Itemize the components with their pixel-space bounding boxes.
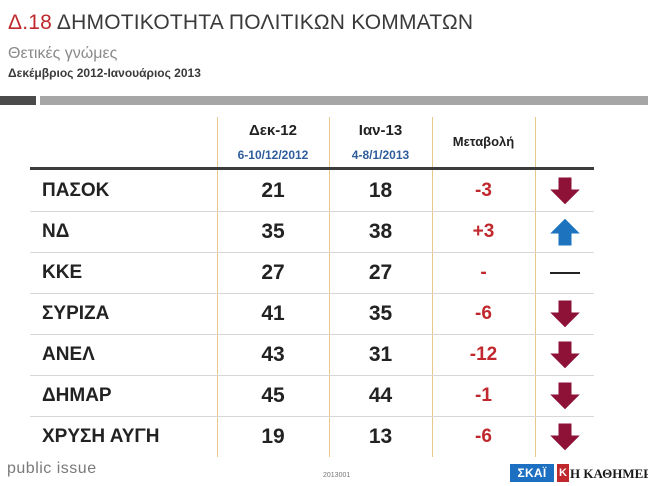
table-row: ΧΡΥΣΗ ΑΥΓΗ 19 13 -6 bbox=[30, 416, 594, 457]
column-dates-jan: 4-8/1/2013 bbox=[351, 148, 410, 162]
table-row: ΑΝΕΛ 43 31 -12 bbox=[30, 334, 594, 375]
row-divider bbox=[30, 293, 594, 294]
kathimerini-logo: Η ΚΑΘΗΜΕΡΙΝΗ bbox=[570, 466, 648, 481]
dec-value: 45 bbox=[261, 384, 285, 407]
jan-value: 35 bbox=[368, 302, 393, 325]
party-name: ΚΚΕ bbox=[42, 262, 83, 283]
row-divider bbox=[30, 334, 594, 335]
column-divider bbox=[432, 117, 433, 457]
dec-value: 21 bbox=[261, 179, 285, 202]
table-row: ΚΚΕ 27 27 - bbox=[30, 252, 594, 293]
title-number: Δ.18 bbox=[8, 11, 53, 34]
party-name: ΔΗΜΑΡ bbox=[42, 385, 112, 406]
column-label-dec: Δεκ-12 bbox=[249, 122, 297, 139]
flat-line-icon bbox=[535, 252, 594, 293]
header-rule-dark bbox=[0, 96, 36, 105]
change-value: -12 bbox=[469, 344, 498, 365]
party-name: ΑΝΕΛ bbox=[42, 344, 95, 365]
arrow-down-icon bbox=[535, 416, 594, 457]
arrow-down-icon bbox=[535, 170, 594, 211]
table-row: ΔΗΜΑΡ 45 44 -1 bbox=[30, 375, 594, 416]
change-value: -3 bbox=[475, 180, 492, 201]
table-row: ΣΥΡΙΖΑ 41 35 -6 bbox=[30, 293, 594, 334]
popularity-table: Δεκ-12 6-10/12/2012 Ιαν-13 4-8/1/2013 Με… bbox=[30, 117, 594, 457]
column-divider bbox=[535, 117, 536, 457]
column-header-dec: Δεκ-12 6-10/12/2012 bbox=[217, 117, 329, 163]
arrow-down-icon bbox=[535, 375, 594, 416]
header-bottom-rule bbox=[30, 167, 594, 170]
jan-value: 18 bbox=[368, 179, 393, 202]
title-text: ΔΗΜΟΤΙΚΟΤΗΤΑ ΠΟΛΙΤΙΚΩΝ ΚΟΜΜΑΤΩΝ bbox=[56, 11, 474, 34]
dec-value: 41 bbox=[261, 302, 285, 325]
column-label-jan: Ιαν-13 bbox=[358, 122, 403, 139]
dec-value: 27 bbox=[261, 261, 285, 284]
jan-value: 13 bbox=[368, 425, 393, 448]
party-name: ΠΑΣΟΚ bbox=[42, 180, 110, 201]
page-title: Δ.18 ΔΗΜΟΤΙΚΟΤΗΤΑ ΠΟΛΙΤΙΚΩΝ ΚΟΜΜΑΤΩΝ bbox=[8, 10, 473, 36]
jan-value: 44 bbox=[368, 384, 393, 407]
party-name: ΣΥΡΙΖΑ bbox=[42, 303, 110, 324]
table-row: ΝΔ 35 38 +3 bbox=[30, 211, 594, 252]
row-divider bbox=[30, 252, 594, 253]
arrow-down-icon bbox=[535, 293, 594, 334]
row-divider bbox=[30, 211, 594, 212]
report-code: 2013001 bbox=[323, 472, 351, 479]
arrow-up-icon bbox=[535, 211, 594, 252]
kathimerini-logo-mark: Κ bbox=[557, 464, 569, 482]
brand-public-issue: public issue bbox=[7, 460, 97, 477]
skai-logo: ΣΚΑΪ bbox=[510, 464, 554, 482]
jan-value: 38 bbox=[368, 220, 393, 243]
row-divider bbox=[30, 375, 594, 376]
arrow-down-icon bbox=[535, 334, 594, 375]
dec-value: 43 bbox=[261, 343, 285, 366]
column-header-jan: Ιαν-13 4-8/1/2013 bbox=[329, 117, 432, 163]
change-value: -1 bbox=[475, 385, 492, 406]
party-name: ΝΔ bbox=[42, 221, 70, 242]
change-value: - bbox=[480, 262, 487, 283]
column-header-change: Μεταβολή bbox=[452, 134, 515, 149]
column-divider bbox=[217, 117, 218, 457]
header-rule-gray bbox=[40, 96, 648, 105]
column-dates-dec: 6-10/12/2012 bbox=[237, 148, 309, 162]
row-divider bbox=[30, 416, 594, 417]
survey-period: Δεκέμβριος 2012-Ιανουάριος 2013 bbox=[8, 66, 201, 80]
page-subtitle: Θετικές γνώμες bbox=[8, 45, 118, 62]
table-row: ΠΑΣΟΚ 21 18 -3 bbox=[30, 170, 594, 211]
party-name: ΧΡΥΣΗ ΑΥΓΗ bbox=[42, 426, 160, 447]
jan-value: 31 bbox=[368, 343, 393, 366]
jan-value: 27 bbox=[368, 261, 393, 284]
change-value: +3 bbox=[472, 221, 495, 242]
dec-value: 35 bbox=[261, 220, 285, 243]
change-value: -6 bbox=[475, 303, 492, 324]
change-value: -6 bbox=[475, 426, 492, 447]
dec-value: 19 bbox=[261, 425, 285, 448]
column-divider bbox=[329, 117, 330, 457]
